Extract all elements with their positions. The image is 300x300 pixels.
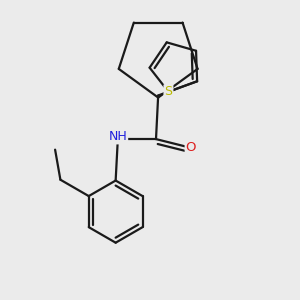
Text: O: O (186, 141, 196, 154)
Text: NH: NH (109, 130, 127, 143)
Text: S: S (164, 85, 172, 98)
